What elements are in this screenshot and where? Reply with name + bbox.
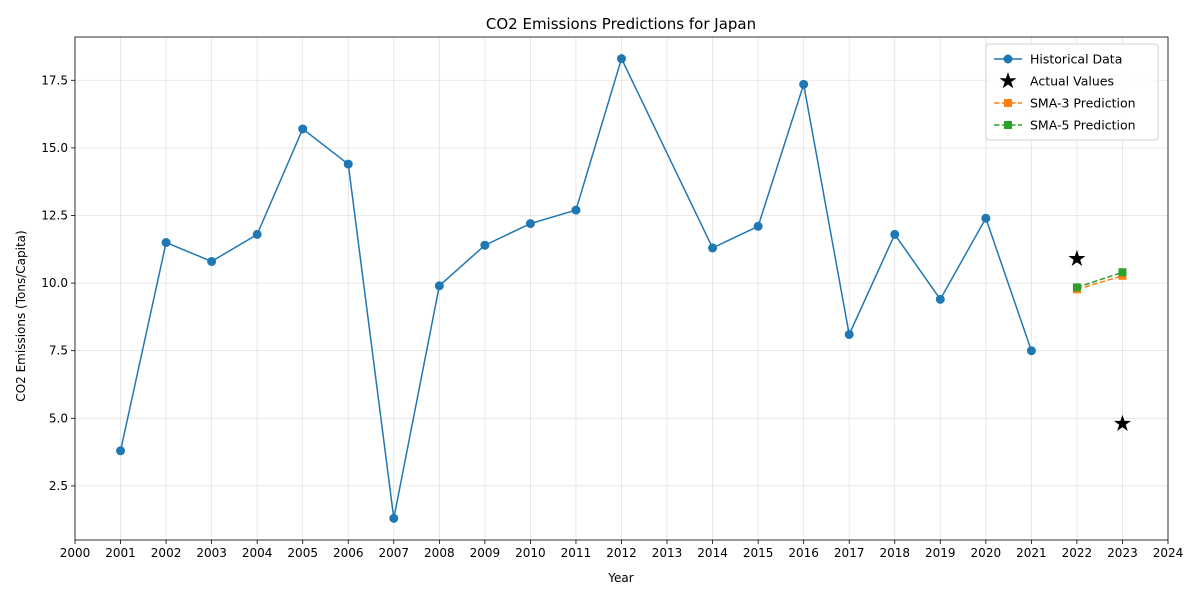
legend-marker bbox=[1004, 99, 1012, 107]
y-tick-label: 15.0 bbox=[41, 141, 68, 155]
y-tick-label: 17.5 bbox=[41, 73, 68, 87]
series-line bbox=[119, 56, 1033, 519]
data-point bbox=[1113, 414, 1132, 431]
data-point bbox=[890, 229, 900, 239]
x-tick-label: 2023 bbox=[1107, 546, 1138, 560]
data-point bbox=[935, 294, 945, 304]
data-point bbox=[343, 159, 353, 169]
x-tick-label: 2004 bbox=[242, 546, 273, 560]
legend-label: Historical Data bbox=[1030, 52, 1122, 67]
data-point bbox=[708, 243, 718, 253]
data-point bbox=[571, 205, 581, 215]
x-tick-label: 2017 bbox=[834, 546, 865, 560]
x-tick-label: 2021 bbox=[1016, 546, 1047, 560]
x-tick-label: 2010 bbox=[515, 546, 546, 560]
data-point bbox=[617, 54, 626, 64]
legend-marker bbox=[1004, 121, 1012, 129]
legend-marker bbox=[999, 72, 1017, 89]
x-axis-label: Year bbox=[607, 571, 633, 585]
data-point bbox=[799, 79, 809, 89]
x-tick-label: 2022 bbox=[1062, 546, 1093, 560]
legend-label: SMA-3 Prediction bbox=[1030, 96, 1136, 111]
series-layer bbox=[116, 54, 1132, 523]
x-tick-label: 2011 bbox=[561, 546, 592, 560]
data-point bbox=[298, 124, 308, 134]
x-tick-label: 2008 bbox=[424, 546, 455, 560]
x-tick-label: 2015 bbox=[743, 546, 774, 560]
data-point bbox=[389, 513, 399, 523]
data-point bbox=[1072, 283, 1081, 292]
y-tick-label: 5.0 bbox=[49, 411, 68, 425]
series-line bbox=[1076, 271, 1123, 289]
x-tick-label: 2012 bbox=[606, 546, 637, 560]
data-point bbox=[1026, 346, 1036, 356]
data-point bbox=[1118, 268, 1127, 277]
legend-marker bbox=[1003, 54, 1013, 64]
data-point bbox=[480, 240, 490, 250]
data-point bbox=[753, 221, 763, 231]
x-tick-label: 2003 bbox=[196, 546, 227, 560]
data-point bbox=[844, 329, 854, 339]
series-line bbox=[1076, 275, 1123, 291]
data-point bbox=[981, 213, 991, 223]
data-point bbox=[1068, 249, 1086, 267]
data-point bbox=[207, 256, 217, 266]
x-tick-label: 2005 bbox=[287, 546, 318, 560]
data-point bbox=[434, 281, 444, 291]
legend: Historical Data Actual Values SMA-3 Predic… bbox=[985, 43, 1159, 141]
ticks: 2000 2001 2002 2003 2004 2005 2006 2007 2008 2009… bbox=[41, 73, 1183, 560]
x-tick-label: 2024 bbox=[1153, 546, 1184, 560]
x-tick-label: 2001 bbox=[105, 546, 136, 560]
x-tick-label: 2020 bbox=[971, 546, 1002, 560]
legend-label: SMA-5 Prediction bbox=[1030, 118, 1136, 133]
x-tick-label: 2019 bbox=[925, 546, 956, 560]
x-tick-label: 2000 bbox=[60, 546, 91, 560]
data-point bbox=[116, 446, 126, 456]
data-point bbox=[525, 219, 535, 229]
x-tick-label: 2013 bbox=[652, 546, 683, 560]
legend-label: Actual Values bbox=[1030, 74, 1114, 89]
legend-box bbox=[985, 43, 1159, 141]
x-tick-label: 2014 bbox=[697, 546, 728, 560]
x-tick-label: 2007 bbox=[379, 546, 410, 560]
x-tick-label: 2016 bbox=[788, 546, 819, 560]
y-tick-label: 10.0 bbox=[41, 276, 68, 290]
x-tick-label: 2006 bbox=[333, 546, 364, 560]
y-axis-label: CO2 Emissions (Tons/Capita) bbox=[14, 230, 28, 401]
chart-title: CO2 Emissions Predictions for Japan bbox=[486, 15, 756, 33]
x-tick-label: 2018 bbox=[879, 546, 910, 560]
x-tick-label: 2009 bbox=[470, 546, 501, 560]
data-point bbox=[161, 238, 171, 248]
data-point bbox=[252, 229, 262, 239]
x-tick-label: 2002 bbox=[151, 546, 182, 560]
y-tick-label: 7.5 bbox=[49, 344, 68, 358]
y-tick-label: 12.5 bbox=[41, 208, 68, 222]
y-tick-label: 2.5 bbox=[49, 479, 68, 493]
